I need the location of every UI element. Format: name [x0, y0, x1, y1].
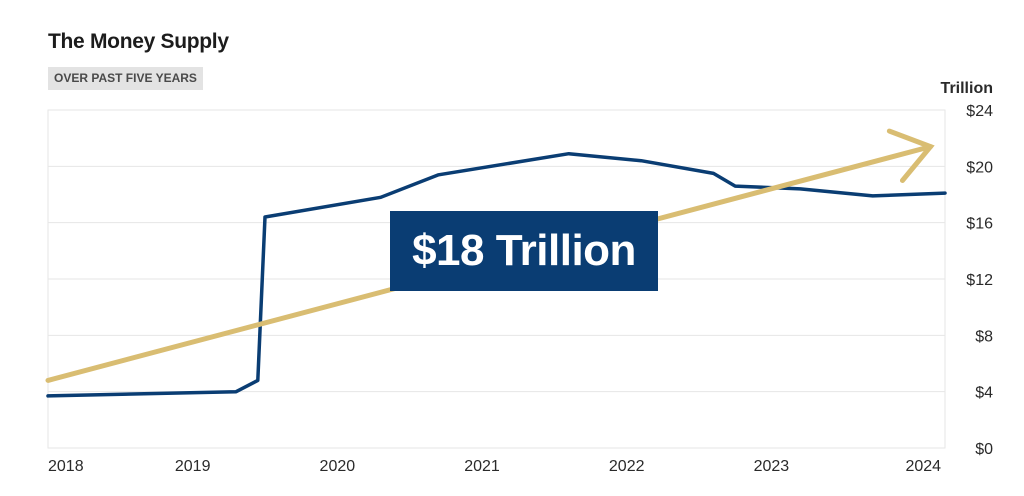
y-tick-label-0: $0: [975, 441, 993, 458]
y-tick-label-4: $16: [966, 216, 993, 233]
x-tick-label-6: 2024: [905, 458, 941, 475]
series-group: [46, 151, 947, 398]
x-tick-label-3: 2021: [464, 458, 500, 475]
x-tick-label-5: 2023: [754, 458, 790, 475]
x-tick-label-0: 2018: [48, 458, 84, 475]
y-tick-label-3: $12: [966, 272, 993, 289]
series-line-0: [46, 151, 947, 398]
x-tick-label-4: 2022: [609, 458, 645, 475]
x-tick-label-1: 2019: [175, 458, 211, 475]
y-axis-unit-label: Trillion: [941, 80, 993, 97]
x-tick-label-2: 2020: [320, 458, 356, 475]
trend-arrow-head: [886, 128, 935, 183]
chart-subtitle: OVER PAST FIVE YEARS: [48, 67, 203, 90]
x-axis-ticks: 2018 2019 2020 2021 2022 2023 2024: [48, 458, 941, 475]
y-tick-label-1: $4: [975, 385, 993, 402]
y-axis-ticks: $0 $4 $8 $12 $16 $20 $24: [966, 103, 993, 458]
y-tick-label-6: $24: [966, 103, 993, 120]
y-tick-label-5: $20: [966, 159, 993, 176]
chart-title: The Money Supply: [48, 30, 229, 53]
y-tick-label-2: $8: [975, 328, 993, 345]
total-callout-badge: $18 Trillion: [390, 211, 658, 291]
